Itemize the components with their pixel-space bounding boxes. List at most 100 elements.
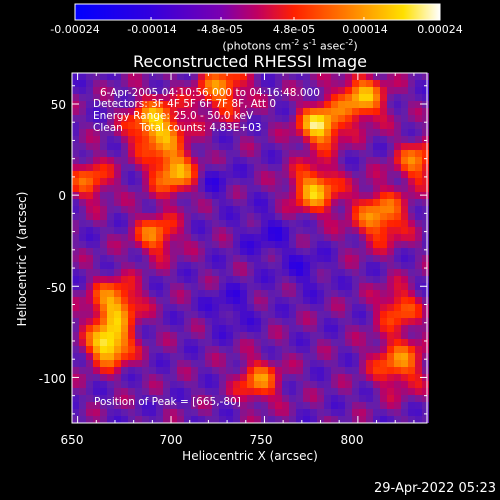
heatmap-cell xyxy=(142,262,149,269)
heatmap-cell xyxy=(191,409,198,416)
heatmap-cell xyxy=(114,94,121,101)
heatmap-cell xyxy=(114,262,121,269)
heatmap-cell xyxy=(415,269,422,276)
heatmap-cell xyxy=(387,87,394,94)
heatmap-cell xyxy=(100,73,107,80)
heatmap-cell xyxy=(121,150,128,157)
heatmap-cell xyxy=(135,94,142,101)
heatmap-cell xyxy=(240,255,247,262)
heatmap-cell xyxy=(380,192,387,199)
heatmap-cell xyxy=(128,122,135,129)
heatmap-cell xyxy=(121,318,128,325)
heatmap-cell xyxy=(254,311,261,318)
heatmap-cell xyxy=(170,108,177,115)
heatmap-cell xyxy=(254,185,261,192)
heatmap-cell xyxy=(303,255,310,262)
heatmap-cell xyxy=(149,269,156,276)
heatmap-cell xyxy=(387,304,394,311)
heatmap-cell xyxy=(401,290,408,297)
heatmap-cell xyxy=(394,367,401,374)
heatmap-cell xyxy=(233,311,240,318)
heatmap-cell xyxy=(149,374,156,381)
heatmap-cell xyxy=(128,297,135,304)
heatmap-cell xyxy=(86,129,93,136)
heatmap-cell xyxy=(289,416,296,423)
heatmap-cell xyxy=(177,325,184,332)
heatmap-cell xyxy=(345,101,352,108)
heatmap-cell xyxy=(261,157,268,164)
heatmap-cell xyxy=(135,381,142,388)
heatmap-cell xyxy=(394,304,401,311)
heatmap-cell xyxy=(226,304,233,311)
heatmap-cell xyxy=(387,339,394,346)
heatmap-cell xyxy=(226,262,233,269)
heatmap-cell xyxy=(254,262,261,269)
heatmap-cell xyxy=(163,276,170,283)
heatmap-cell xyxy=(303,297,310,304)
heatmap-cell xyxy=(387,213,394,220)
heatmap-cell xyxy=(142,157,149,164)
heatmap-cell xyxy=(128,304,135,311)
heatmap-cell xyxy=(261,255,268,262)
heatmap-cell xyxy=(114,199,121,206)
heatmap-cell xyxy=(282,157,289,164)
heatmap-cell xyxy=(282,171,289,178)
heatmap-cell xyxy=(233,255,240,262)
heatmap-cell xyxy=(121,234,128,241)
heatmap-cell xyxy=(345,360,352,367)
heatmap-cell xyxy=(191,199,198,206)
heatmap-cell xyxy=(233,101,240,108)
heatmap-cell xyxy=(191,269,198,276)
heatmap-cell xyxy=(219,143,226,150)
heatmap-cell xyxy=(93,227,100,234)
heatmap-cell xyxy=(310,206,317,213)
annotation-method: Clean Total counts: 4.83E+03 xyxy=(93,122,262,134)
heatmap-cell xyxy=(317,220,324,227)
heatmap-cell xyxy=(191,206,198,213)
heatmap-cell xyxy=(289,374,296,381)
heatmap-cell xyxy=(366,374,373,381)
heatmap-cell xyxy=(254,318,261,325)
heatmap-cell xyxy=(212,234,219,241)
heatmap-cell xyxy=(282,276,289,283)
heatmap-cell xyxy=(219,360,226,367)
heatmap-cell xyxy=(254,388,261,395)
heatmap-cell xyxy=(121,185,128,192)
heatmap-cell xyxy=(331,115,338,122)
heatmap-cell xyxy=(359,171,366,178)
heatmap-cell xyxy=(366,199,373,206)
heatmap-cell xyxy=(163,388,170,395)
heatmap-cell xyxy=(156,416,163,423)
heatmap-cell xyxy=(163,206,170,213)
heatmap-cell xyxy=(93,136,100,143)
heatmap-cell xyxy=(184,416,191,423)
heatmap-cell xyxy=(86,73,93,80)
heatmap-cell xyxy=(408,374,415,381)
heatmap-cell xyxy=(128,143,135,150)
heatmap-cell xyxy=(93,395,100,402)
heatmap-cell xyxy=(72,360,79,367)
heatmap-cell xyxy=(149,80,156,87)
heatmap-cell xyxy=(128,206,135,213)
heatmap-cell xyxy=(205,395,212,402)
heatmap-cell xyxy=(401,339,408,346)
heatmap-cell xyxy=(72,290,79,297)
heatmap-cell xyxy=(72,325,79,332)
heatmap-cell xyxy=(422,311,429,318)
heatmap-cell xyxy=(226,150,233,157)
heatmap-cell xyxy=(114,234,121,241)
heatmap-cell xyxy=(289,108,296,115)
heatmap-cell xyxy=(219,402,226,409)
heatmap-cell xyxy=(212,332,219,339)
heatmap-cell xyxy=(233,122,240,129)
heatmap-cell xyxy=(345,339,352,346)
heatmap-cell xyxy=(142,332,149,339)
heatmap-cell xyxy=(191,367,198,374)
heatmap-cell xyxy=(275,192,282,199)
heatmap-cell xyxy=(282,206,289,213)
heatmap-cell xyxy=(289,409,296,416)
heatmap-cell xyxy=(198,353,205,360)
heatmap-cell xyxy=(268,297,275,304)
heatmap-cell xyxy=(128,101,135,108)
heatmap-cell xyxy=(226,94,233,101)
